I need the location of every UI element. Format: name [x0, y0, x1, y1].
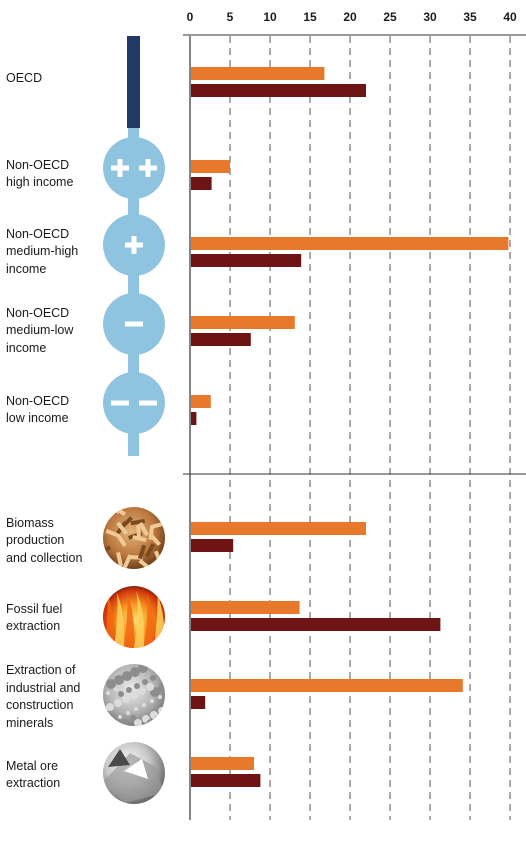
bar-maroon-9: [191, 774, 261, 787]
category-label-line: medium-high: [6, 244, 79, 259]
bar-orange-7: [191, 601, 300, 614]
bar-orange-9: [191, 757, 254, 770]
income-minus-icon: [103, 293, 165, 355]
category-label-line: industrial and: [6, 680, 81, 695]
income-connector: [128, 128, 139, 456]
x-tick-label: 30: [423, 10, 437, 24]
category-label-line: Non-OECD: [6, 157, 70, 172]
x-tick-label: 10: [263, 10, 277, 24]
category-label-line: construction: [6, 698, 74, 712]
x-tick-label: 0: [187, 10, 194, 24]
category-label-line: Extraction of: [6, 663, 76, 677]
x-tick-label: 20: [343, 10, 357, 24]
category-label-1: OECD: [6, 70, 42, 88]
x-tick-label: 40: [503, 10, 517, 24]
x-axis-ticks: 0 5 10 15 20 25 30 35 40: [187, 10, 517, 24]
bar-maroon-4: [191, 333, 251, 346]
gravel-photo: [103, 664, 165, 726]
bar-maroon-5: [191, 412, 197, 425]
category-label-line: production: [6, 533, 65, 548]
category-label-line: extraction: [6, 776, 61, 790]
bar-orange-4: [191, 316, 295, 329]
x-tick-label: 35: [463, 10, 477, 24]
bar-orange-6: [191, 522, 366, 535]
category-label-line: low income: [6, 411, 69, 425]
category-label-7: Fossil fuel extraction: [6, 601, 62, 636]
bar-orange-3: [191, 237, 509, 250]
category-label-line: Non-OECD: [6, 393, 70, 408]
income-minus-minus-icon: [103, 372, 165, 434]
x-tick-label: 15: [303, 10, 317, 24]
category-label-4: Non-OECD medium-low income: [6, 305, 73, 358]
grid-lines: [183, 34, 526, 820]
category-label-line: Fossil fuel: [6, 601, 63, 616]
bar-maroon-2: [191, 177, 212, 190]
category-label-line: high income: [6, 175, 74, 189]
category-label-8: Extraction of industrial and construction m…: [6, 662, 80, 732]
category-label-line: extraction: [6, 619, 61, 633]
category-label-3: Non-OECD medium-high income: [6, 226, 78, 279]
wood-chips-photo: [103, 507, 165, 569]
x-tick-label: 5: [227, 10, 234, 24]
income-plus-icon: [103, 214, 165, 276]
income-plus-plus-icon: [103, 137, 165, 199]
category-label-line: Non-OECD: [6, 226, 70, 241]
category-label-6: Biomass production and collection: [6, 515, 82, 568]
bars: [191, 67, 509, 787]
category-label-line: and collection: [6, 550, 83, 565]
category-label-2: Non-OECD high income: [6, 157, 73, 192]
bar-maroon-3: [191, 254, 302, 267]
bar-maroon-8: [191, 696, 206, 709]
category-label-5: Non-OECD low income: [6, 393, 69, 428]
category-label-line: Metal ore: [6, 758, 59, 773]
category-icons: [103, 36, 165, 804]
bar-orange-8: [191, 679, 463, 692]
fire-photo: [103, 586, 165, 648]
bar-orange-2: [191, 160, 230, 173]
category-label-line: Biomass: [6, 515, 54, 530]
metal-ore-photo: [103, 742, 165, 804]
category-label-line: income: [6, 261, 47, 276]
bar-maroon-6: [191, 539, 234, 552]
category-label-line: minerals: [6, 715, 54, 730]
bar-orange-1: [191, 67, 325, 80]
category-label-line: Non-OECD: [6, 305, 70, 320]
category-label-9: Metal ore extraction: [6, 758, 60, 793]
category-label-line: OECD: [6, 71, 43, 86]
category-label-line: medium-low: [6, 323, 74, 338]
bar-orange-5: [191, 395, 211, 408]
bar-maroon-1: [191, 84, 366, 97]
category-label-line: income: [6, 340, 47, 355]
bar-maroon-7: [191, 618, 441, 631]
oecd-bar-icon: [127, 36, 140, 128]
x-tick-label: 25: [383, 10, 397, 24]
